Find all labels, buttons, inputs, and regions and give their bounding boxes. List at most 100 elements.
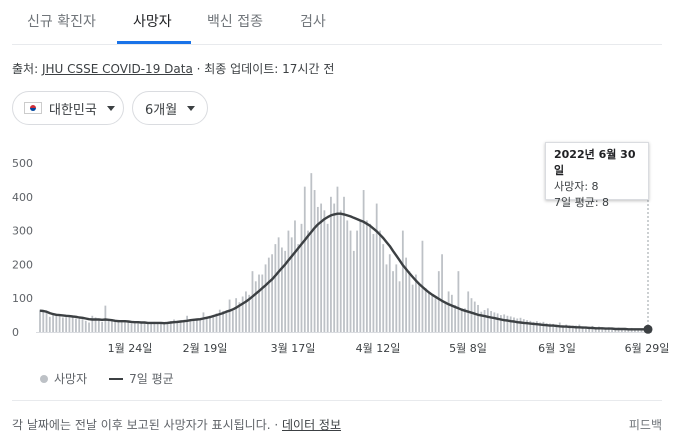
- death-bar: [539, 322, 542, 332]
- death-bar: [310, 173, 313, 332]
- death-bar: [581, 326, 584, 332]
- divider: [12, 400, 662, 401]
- death-bar: [251, 271, 254, 332]
- death-bar: [418, 284, 421, 332]
- death-bar: [519, 317, 522, 332]
- death-bar: [241, 296, 244, 332]
- death-bar: [382, 244, 385, 332]
- death-bar: [209, 315, 211, 332]
- death-bar: [401, 230, 404, 332]
- death-bar: [454, 304, 457, 332]
- death-bar: [313, 190, 316, 332]
- y-tick-label: 0: [12, 326, 19, 339]
- x-tick-label: 6월 29일: [625, 341, 670, 355]
- y-tick-label: 500: [12, 157, 33, 170]
- death-bar: [91, 315, 94, 332]
- last-updated: · 최종 업데이트: 17시간 전: [192, 62, 335, 76]
- death-bar: [202, 312, 205, 332]
- death-bar: [392, 271, 394, 332]
- death-bar: [493, 312, 496, 332]
- x-tick-label: 6월 3일: [538, 341, 576, 355]
- death-bar: [372, 233, 375, 332]
- period-dropdown[interactable]: 6개월: [132, 91, 208, 125]
- death-bar: [215, 313, 218, 332]
- bar-legend-icon: [40, 374, 48, 383]
- death-bar: [124, 321, 126, 332]
- death-bar: [362, 190, 365, 332]
- death-bar: [571, 325, 574, 332]
- y-tick-label: 300: [12, 225, 33, 238]
- tab-new-cases[interactable]: 신규 확진자: [27, 14, 96, 30]
- death-bar: [575, 325, 577, 332]
- y-tick-label: 100: [12, 292, 33, 305]
- death-bar: [294, 220, 296, 332]
- death-bar: [500, 315, 502, 332]
- death-bar: [352, 250, 355, 332]
- death-bar: [385, 264, 388, 332]
- average-line: [39, 212, 648, 331]
- death-bar: [140, 322, 143, 332]
- death-bar: [130, 323, 133, 332]
- death-bar: [58, 315, 61, 332]
- death-bar: [395, 264, 398, 332]
- death-bar: [428, 291, 430, 332]
- death-bar: [186, 315, 188, 332]
- death-bar: [160, 323, 162, 332]
- source-link[interactable]: JHU CSSE COVID-19 Data: [41, 62, 193, 76]
- death-bar: [137, 323, 139, 332]
- death-bar: [444, 301, 447, 332]
- death-bar: [42, 310, 45, 332]
- death-bar: [333, 203, 336, 332]
- death-bar: [127, 322, 130, 332]
- death-bar: [490, 311, 492, 332]
- death-bar: [336, 186, 339, 332]
- tab-deaths[interactable]: 사망자: [133, 14, 172, 30]
- death-bar: [75, 318, 77, 332]
- deaths-chart[interactable]: 0 100 200 300 400 500 1월 24일 2월 19일 3월 17일 4월 12일…: [0, 140, 690, 369]
- death-bar: [300, 223, 303, 332]
- death-bar: [163, 323, 166, 332]
- death-bar: [143, 322, 146, 332]
- death-bar: [346, 220, 349, 332]
- death-bar: [552, 323, 555, 332]
- death-bar: [486, 308, 489, 332]
- death-bar: [169, 321, 172, 332]
- death-bar: [594, 327, 597, 332]
- death-bar: [68, 317, 71, 332]
- death-bar: [611, 328, 613, 332]
- tab-testing[interactable]: 검사: [300, 14, 326, 30]
- death-bar: [107, 319, 110, 332]
- death-bar: [146, 323, 149, 332]
- chevron-down-icon: [187, 105, 196, 111]
- death-bar: [513, 317, 515, 332]
- death-bar: [464, 308, 466, 332]
- death-bar: [509, 316, 512, 332]
- death-bar: [52, 315, 54, 332]
- death-bar: [555, 324, 558, 332]
- death-bar: [88, 322, 90, 332]
- death-bar: [506, 315, 509, 332]
- death-bar: [48, 316, 51, 332]
- death-bar: [388, 254, 391, 332]
- data-info-link[interactable]: 데이터 정보: [282, 418, 342, 432]
- tooltip-average: 7일 평균: 8: [554, 196, 610, 209]
- death-bar: [529, 320, 532, 332]
- death-bar: [173, 319, 175, 332]
- death-bar: [470, 298, 473, 332]
- death-bar: [287, 230, 290, 332]
- country-dropdown[interactable]: 대한민국: [12, 91, 124, 125]
- death-bar: [261, 274, 264, 332]
- death-bar: [101, 321, 104, 332]
- chart-legend: 사망자 7일 평균: [40, 370, 174, 387]
- death-bar: [568, 325, 571, 332]
- feedback-link[interactable]: 피드백: [628, 418, 662, 432]
- death-bar: [264, 264, 267, 332]
- tab-vaccination[interactable]: 백신 접종: [207, 14, 263, 30]
- death-bar: [316, 206, 319, 332]
- death-bar: [111, 320, 113, 332]
- death-bar: [450, 294, 453, 332]
- death-bar: [225, 312, 228, 332]
- death-bar: [535, 321, 538, 332]
- death-bar: [84, 320, 87, 332]
- death-bar: [218, 309, 221, 332]
